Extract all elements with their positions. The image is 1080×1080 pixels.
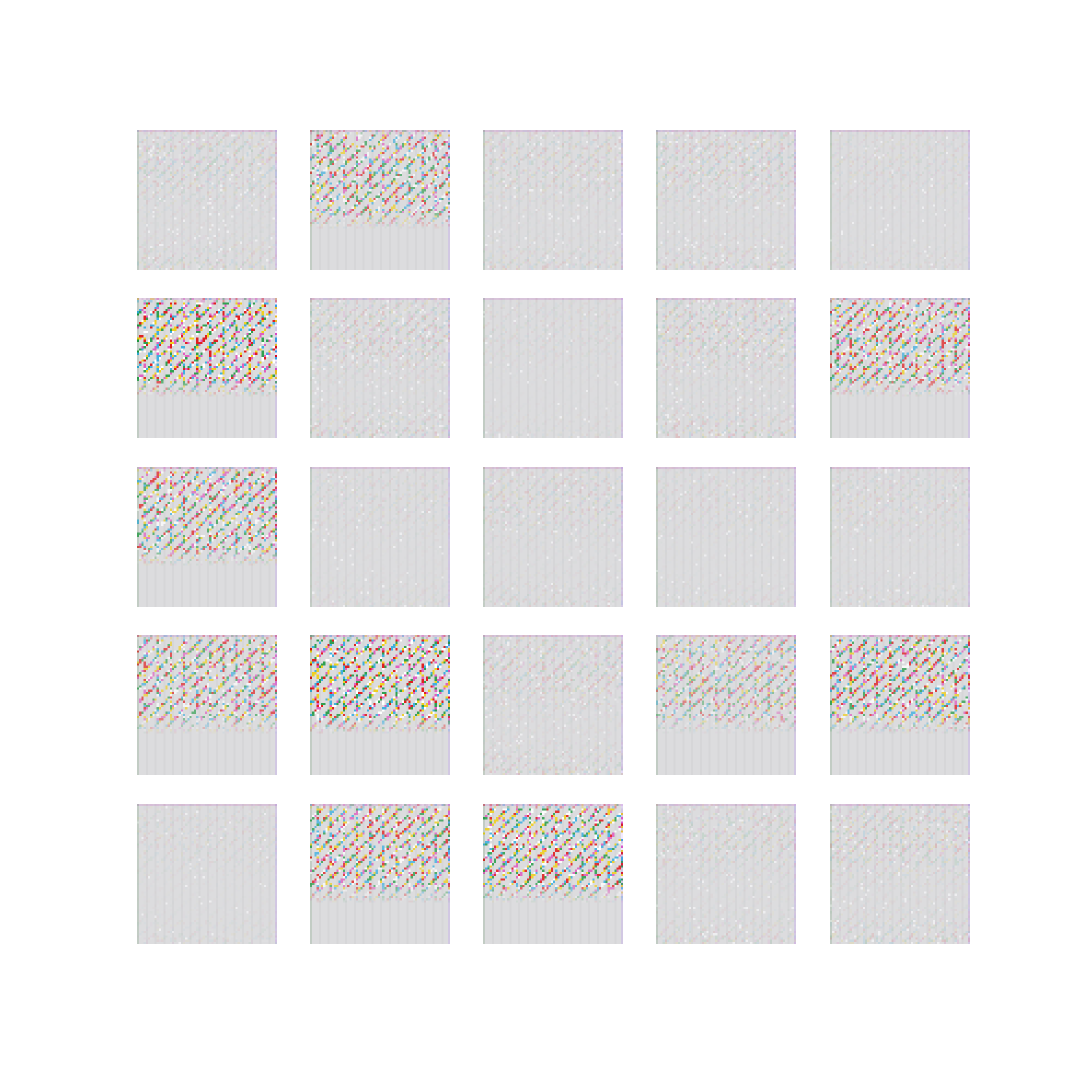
sample-image [310, 635, 450, 775]
sample-image [310, 130, 450, 270]
sample-tile-r5-c4 [656, 804, 796, 944]
sample-tile-r4-c2 [310, 635, 450, 775]
sample-image [656, 635, 796, 775]
sample-image [830, 298, 970, 438]
sample-tile-r3-c4 [656, 467, 796, 607]
sample-tile-r3-c5 [830, 467, 970, 607]
sample-image [137, 467, 277, 607]
sample-tile-r1-c2 [310, 130, 450, 270]
sample-image [656, 467, 796, 607]
sample-image [830, 467, 970, 607]
sample-tile-r2-c1 [137, 298, 277, 438]
sample-image [830, 635, 970, 775]
sample-image [137, 804, 277, 944]
sample-image [656, 804, 796, 944]
sample-tile-r1-c4 [656, 130, 796, 270]
sample-tile-r3-c1 [137, 467, 277, 607]
sample-image [483, 298, 623, 438]
sample-tile-r3-c2 [310, 467, 450, 607]
sample-image [656, 298, 796, 438]
sample-tile-r4-c1 [137, 635, 277, 775]
sample-tile-r3-c3 [483, 467, 623, 607]
sample-tile-r1-c5 [830, 130, 970, 270]
sample-tile-r5-c2 [310, 804, 450, 944]
sample-image [830, 130, 970, 270]
sample-image [483, 635, 623, 775]
sample-tile-r5-c1 [137, 804, 277, 944]
sample-image [137, 635, 277, 775]
sample-tile-r2-c4 [656, 298, 796, 438]
sample-image [310, 804, 450, 944]
sample-image [310, 467, 450, 607]
sample-image [830, 804, 970, 944]
sample-tile-r2-c5 [830, 298, 970, 438]
sample-image [137, 298, 277, 438]
sample-tile-r5-c5 [830, 804, 970, 944]
sample-image [483, 467, 623, 607]
sample-tile-r4-c4 [656, 635, 796, 775]
sample-tile-r4-c3 [483, 635, 623, 775]
sample-tile-r2-c3 [483, 298, 623, 438]
sample-tile-r1-c1 [137, 130, 277, 270]
sample-image [137, 130, 277, 270]
sample-image [483, 130, 623, 270]
sample-image [483, 804, 623, 944]
sample-tile-r5-c3 [483, 804, 623, 944]
sample-tile-r4-c5 [830, 635, 970, 775]
sample-tile-r2-c2 [310, 298, 450, 438]
sample-image [310, 298, 450, 438]
sample-image [656, 130, 796, 270]
sample-tile-r1-c3 [483, 130, 623, 270]
